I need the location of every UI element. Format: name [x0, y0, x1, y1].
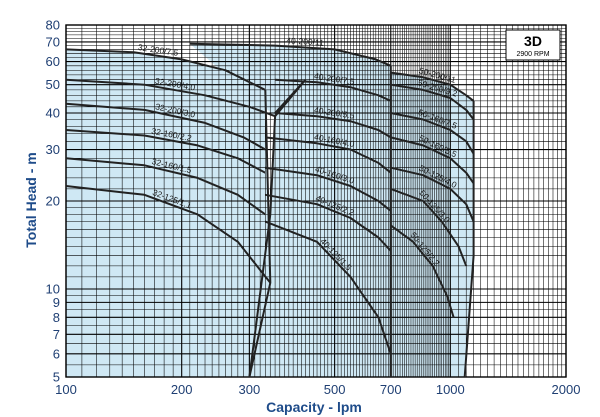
- curve-50-160-7-5: [390, 112, 475, 155]
- badge-box: [505, 29, 561, 61]
- y-tick-label: 70: [46, 34, 60, 49]
- curve-50-200-11: [390, 71, 475, 102]
- grid-layer: [65, 24, 567, 378]
- y-tick-label: 40: [46, 106, 60, 121]
- curve-50-200-9-2: [390, 83, 475, 121]
- curve-32-200-4-0: [65, 78, 276, 118]
- envelope-fill-layer: [66, 43, 474, 378]
- y-axis-title: Total Head - m: [23, 152, 39, 247]
- badge: 3D 2900 RPM: [505, 29, 561, 61]
- envelope-50-fill: [390, 72, 474, 377]
- curve-50-125-2-2: [390, 224, 455, 318]
- x-tick-label: 1000: [436, 382, 465, 397]
- x-tick-label: 500: [324, 382, 346, 397]
- x-tick-label: 2000: [552, 382, 581, 397]
- curve-40-160-4-0: [265, 136, 392, 174]
- curve-32-160-2-2: [65, 129, 266, 174]
- y-tick-label: 7: [53, 327, 60, 342]
- y-tick-label: 6: [53, 346, 60, 361]
- curve-32-200-3-0: [65, 102, 266, 151]
- curve-40-200-7-5: [275, 78, 392, 102]
- envelope-32-fill: [66, 49, 271, 378]
- x-tick-label: 100: [55, 382, 77, 397]
- badge-subtitle: 2900 RPM: [516, 51, 549, 58]
- curve-layer: [65, 42, 475, 355]
- x-tick-label: 300: [239, 382, 261, 397]
- y-tick-label: 10: [46, 282, 60, 297]
- badge-title: 3D: [524, 33, 542, 49]
- y-tick-label: 30: [46, 142, 60, 157]
- y-tick-label: 20: [46, 194, 60, 209]
- y-tick-label: 50: [46, 77, 60, 92]
- envelope-40-fill: [189, 43, 391, 378]
- curve-40-160-3-0: [265, 166, 392, 212]
- x-tick-label: 200: [171, 382, 193, 397]
- y-tick-label: 5: [53, 370, 60, 385]
- curve-40-125-1-5: [264, 220, 392, 355]
- y-tick-label: 9: [53, 295, 60, 310]
- curve-32-160-1-5: [65, 157, 266, 216]
- curve-32-200-7-5: [65, 48, 266, 91]
- curve-40-200-5-5: [275, 112, 392, 139]
- curve-50-160-5-5: [390, 136, 475, 184]
- curve-50-125-3-0: [390, 187, 468, 267]
- y-tick-label: 80: [46, 18, 60, 33]
- y-tick-label: 8: [53, 310, 60, 325]
- curve-40-125-2-2: [265, 193, 392, 252]
- curve-label: 40-200/11: [286, 35, 324, 47]
- curve-50-125-4-0: [390, 166, 475, 222]
- x-tick-label: 700: [380, 382, 402, 397]
- plot-frame: [65, 24, 567, 378]
- curve-40-200-11: [189, 42, 392, 67]
- curve-32-125-1-1: [65, 185, 272, 284]
- y-tick-label: 60: [46, 54, 60, 69]
- x-axis-title: Capacity - lpm: [266, 399, 362, 415]
